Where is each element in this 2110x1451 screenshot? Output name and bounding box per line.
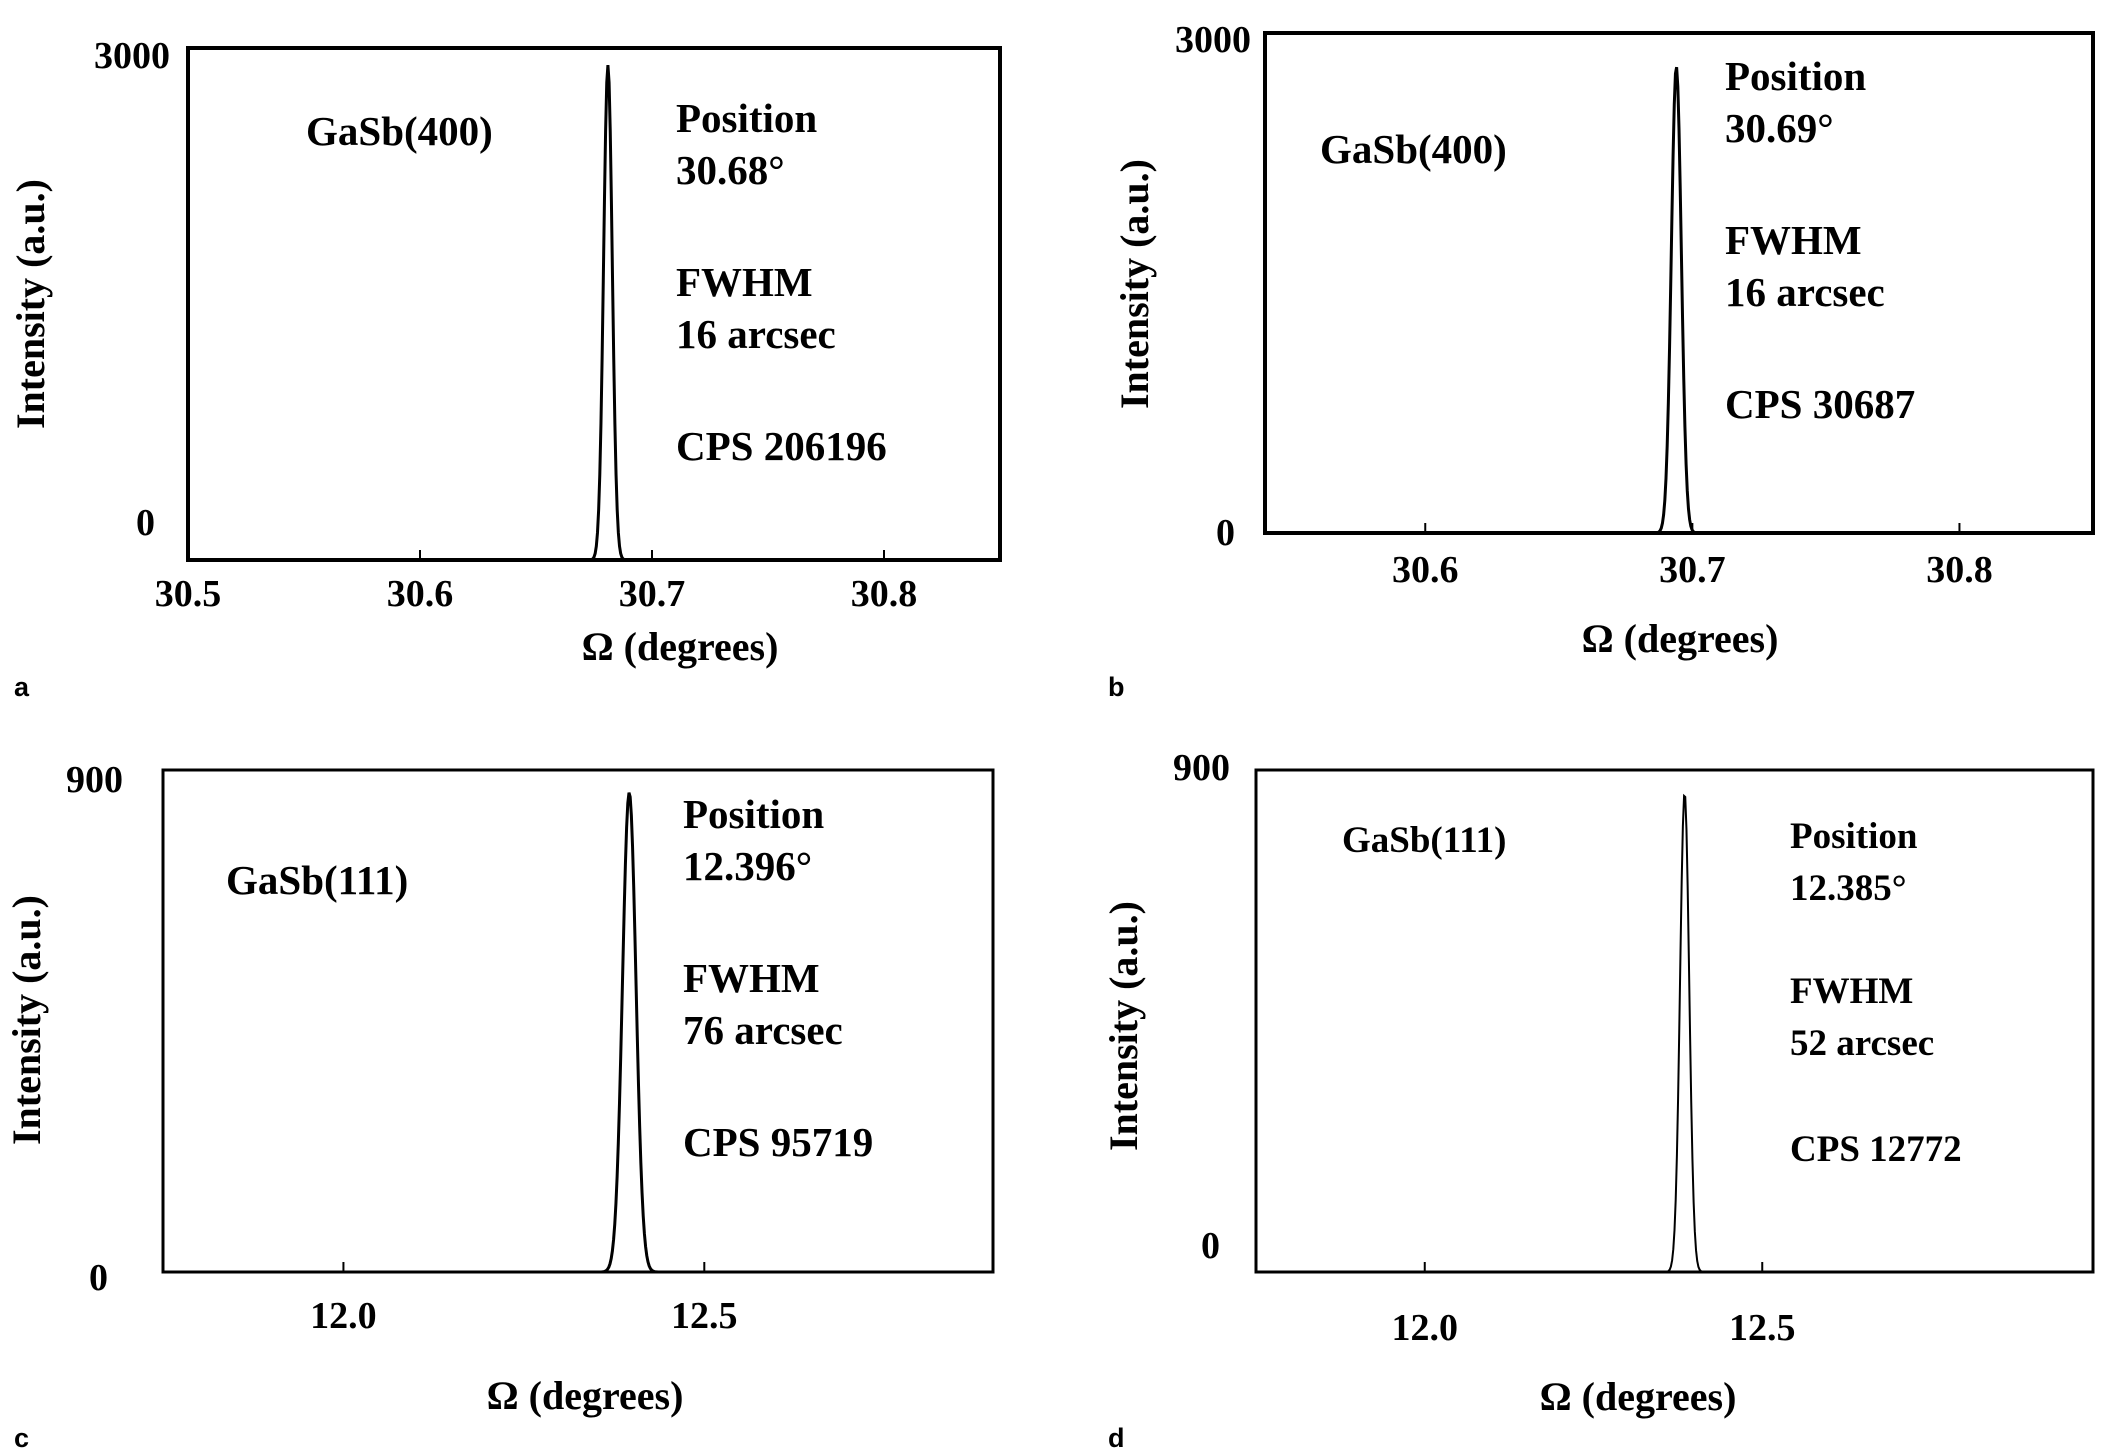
rocking-curve-line xyxy=(1256,793,2093,1273)
y-tick-label-top: 3000 xyxy=(1175,19,1251,61)
y-tick-label-zero: 0 xyxy=(1216,512,1235,554)
panel-a: 30.5 30.6 30.7 30.8 3000 0 Ω (degrees) Intensit… xyxy=(8,35,1002,702)
rocking-curve-line xyxy=(188,64,1000,562)
annotation-line: 12.396° xyxy=(683,843,812,889)
x-tick-label: 30.7 xyxy=(1659,549,1726,591)
x-tick-label: 12.0 xyxy=(1392,1307,1459,1349)
annotation-line: 76 arcsec xyxy=(683,1007,843,1053)
x-tick-label: 12.0 xyxy=(310,1295,377,1337)
panel-c: 12.0 12.5 900 0 Ω (degrees) Intensity (a.u.) c… xyxy=(4,759,995,1451)
x-tick-label: 30.5 xyxy=(155,573,222,615)
annotation-line: Position xyxy=(676,95,817,141)
x-tick-label: 30.6 xyxy=(1392,549,1459,591)
plot-frame xyxy=(1263,31,2095,535)
annotation-line: CPS 30687 xyxy=(1725,381,1915,427)
annotation-line: CPS 95719 xyxy=(683,1119,873,1165)
annotation-line: Position xyxy=(1790,816,1918,857)
annotation-line: 52 arcsec xyxy=(1790,1023,1934,1064)
plot-frame xyxy=(1254,768,2095,1274)
y-tick-label-top: 900 xyxy=(66,759,123,801)
panel-d: 12.0 12.5 900 0 Ω (degrees) Intensity (a.u.) d… xyxy=(1101,747,2095,1451)
annotation-line: CPS 206196 xyxy=(676,423,887,469)
annotation-line: 12.385° xyxy=(1790,868,1907,909)
y-axis-title: Intensity (a.u.) xyxy=(4,895,49,1145)
x-tick-label: 30.7 xyxy=(619,573,686,615)
annotation-line: Position xyxy=(683,791,824,837)
y-tick-label-zero: 0 xyxy=(1201,1225,1220,1267)
annotation-line: 30.68° xyxy=(676,147,785,193)
annotation-line: FWHM xyxy=(1790,971,1913,1012)
peak-label: GaSb(400) xyxy=(306,108,493,154)
y-axis-title: Intensity (a.u.) xyxy=(1101,901,1146,1151)
y-tick-label-zero: 0 xyxy=(136,502,155,544)
x-axis-title: Ω (degrees) xyxy=(1540,1374,1737,1419)
annotation-line: FWHM xyxy=(676,259,813,305)
y-tick-label-top: 900 xyxy=(1173,747,1230,789)
y-tick-label-zero: 0 xyxy=(89,1257,108,1299)
y-tick-label-top: 3000 xyxy=(94,35,170,77)
y-axis-title: Intensity (a.u.) xyxy=(1112,159,1157,409)
x-axis-title: Ω (degrees) xyxy=(487,1373,684,1418)
x-tick-label: 30.8 xyxy=(1926,549,1993,591)
plot-frame xyxy=(186,46,1002,562)
annotation-line: 30.69° xyxy=(1725,105,1834,151)
annotation-line: Position xyxy=(1725,53,1866,99)
panel-letter: a xyxy=(14,672,30,702)
panel-letter: b xyxy=(1108,672,1125,702)
x-tick-label: 30.8 xyxy=(851,573,918,615)
peak-label: GaSb(111) xyxy=(1342,820,1507,861)
panel-b: 30.6 30.7 30.8 3000 0 Ω (degrees) Intensity (a… xyxy=(1108,19,2095,702)
x-tick-label: 12.5 xyxy=(671,1295,738,1337)
y-axis-title: Intensity (a.u.) xyxy=(8,179,53,429)
annotation-line: 16 arcsec xyxy=(676,311,836,357)
x-axis-title: Ω (degrees) xyxy=(1582,616,1779,661)
peak-label: GaSb(111) xyxy=(226,857,408,903)
x-axis-title: Ω (degrees) xyxy=(582,624,779,669)
annotation-line: FWHM xyxy=(1725,217,1862,263)
rocking-curve-line xyxy=(163,792,993,1274)
panel-letter: d xyxy=(1108,1423,1125,1451)
rocking-curve-line xyxy=(1265,66,2093,535)
x-tick-label: 30.6 xyxy=(387,573,454,615)
annotation-line: 16 arcsec xyxy=(1725,269,1885,315)
annotation-line: CPS 12772 xyxy=(1790,1129,1962,1170)
x-tick-label: 12.5 xyxy=(1729,1307,1796,1349)
plot-frame xyxy=(161,768,995,1274)
peak-label: GaSb(400) xyxy=(1320,126,1507,172)
annotation-line: FWHM xyxy=(683,955,820,1001)
panel-letter: c xyxy=(14,1423,29,1451)
